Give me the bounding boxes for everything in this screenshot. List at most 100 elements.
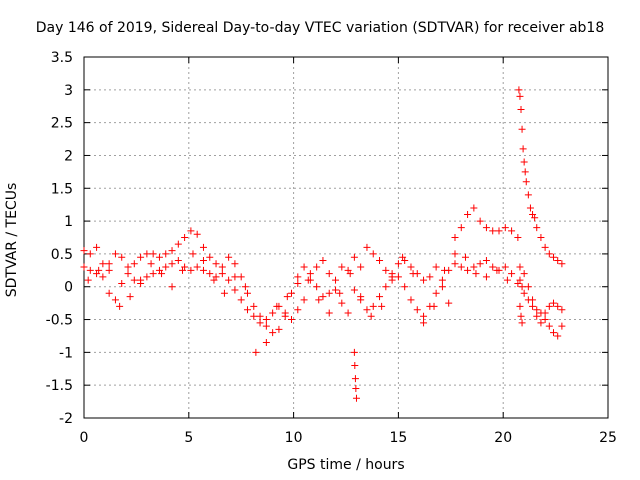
data-point bbox=[281, 312, 289, 320]
data-point bbox=[558, 260, 566, 268]
data-point bbox=[137, 276, 145, 284]
data-point bbox=[516, 302, 524, 310]
data-point bbox=[275, 325, 283, 333]
data-point bbox=[116, 302, 124, 310]
data-point bbox=[262, 322, 270, 330]
data-point bbox=[472, 270, 480, 278]
data-point bbox=[367, 312, 375, 320]
data-point bbox=[489, 263, 497, 271]
data-point bbox=[432, 263, 440, 271]
data-point bbox=[199, 256, 207, 264]
data-point bbox=[288, 316, 296, 324]
data-point bbox=[95, 266, 103, 274]
data-point bbox=[336, 289, 344, 297]
data-point bbox=[537, 319, 545, 327]
data-point bbox=[325, 270, 333, 278]
data-point bbox=[503, 276, 511, 284]
data-point bbox=[399, 253, 407, 261]
data-point bbox=[158, 270, 166, 278]
data-point bbox=[554, 332, 562, 340]
data-point bbox=[313, 263, 321, 271]
data-point bbox=[294, 279, 302, 287]
data-point bbox=[420, 276, 428, 284]
data-point bbox=[545, 250, 553, 258]
data-point bbox=[262, 339, 270, 347]
data-point bbox=[80, 263, 88, 271]
data-point bbox=[519, 145, 527, 153]
data-point bbox=[350, 348, 358, 356]
data-point bbox=[376, 256, 384, 264]
data-point bbox=[243, 289, 251, 297]
data-point bbox=[420, 319, 428, 327]
data-point bbox=[130, 260, 138, 268]
data-point bbox=[451, 234, 459, 241]
data-point bbox=[550, 253, 558, 261]
data-point bbox=[199, 243, 207, 251]
data-point bbox=[363, 243, 371, 251]
data-point bbox=[118, 279, 126, 287]
x-tick-label: 10 bbox=[285, 430, 303, 446]
data-point bbox=[193, 230, 201, 238]
data-point bbox=[369, 302, 377, 310]
data-point bbox=[526, 204, 534, 212]
data-point bbox=[413, 306, 421, 314]
data-point bbox=[143, 250, 151, 258]
series-late-tracks bbox=[350, 86, 566, 402]
axis-ticks: 0 5 10 15 20 25 -2 -1.5 -1 -0.5 0 0.5 1 1.5 2 2.5 3 3.5 bbox=[46, 50, 617, 446]
data-point bbox=[105, 266, 113, 274]
data-point bbox=[554, 256, 562, 264]
data-point bbox=[332, 276, 340, 284]
data-point bbox=[237, 273, 245, 281]
data-point bbox=[86, 266, 94, 274]
data-point bbox=[464, 211, 472, 219]
data-point bbox=[126, 293, 134, 301]
plot-frame bbox=[83, 56, 609, 419]
data-point bbox=[495, 227, 503, 235]
data-point bbox=[105, 289, 113, 297]
data-point bbox=[283, 293, 291, 301]
data-point bbox=[470, 204, 478, 212]
data-point bbox=[350, 253, 358, 261]
data-point bbox=[130, 276, 138, 284]
data-point bbox=[517, 312, 525, 320]
data-point bbox=[516, 276, 524, 284]
data-point bbox=[482, 273, 490, 281]
y-tick-label: 2 bbox=[64, 148, 73, 164]
data-point bbox=[319, 293, 327, 301]
data-point bbox=[162, 263, 170, 271]
data-point bbox=[382, 283, 390, 291]
data-point bbox=[517, 106, 525, 114]
data-point bbox=[533, 312, 541, 320]
series-track-b bbox=[80, 204, 522, 324]
y-tick-label: -0.5 bbox=[46, 313, 73, 329]
data-point bbox=[529, 296, 537, 304]
data-point bbox=[376, 293, 384, 301]
data-point bbox=[111, 296, 119, 304]
data-point bbox=[288, 289, 296, 297]
data-point bbox=[518, 283, 526, 291]
x-tick-label: 25 bbox=[599, 430, 617, 446]
data-point bbox=[93, 243, 101, 251]
data-point bbox=[332, 286, 340, 294]
data-point bbox=[306, 270, 314, 278]
data-point bbox=[315, 296, 323, 304]
data-point bbox=[420, 312, 428, 320]
data-point bbox=[250, 312, 258, 320]
data-point bbox=[520, 270, 528, 278]
y-tick-label: -2 bbox=[59, 411, 73, 427]
data-point bbox=[273, 302, 281, 310]
data-point bbox=[369, 250, 377, 258]
data-point bbox=[476, 260, 484, 268]
data-point bbox=[179, 266, 187, 274]
data-point bbox=[518, 125, 526, 133]
data-point bbox=[256, 312, 264, 320]
data-point bbox=[168, 260, 176, 268]
data-point bbox=[426, 273, 434, 281]
data-point bbox=[524, 283, 532, 291]
data-point bbox=[457, 224, 465, 232]
data-point bbox=[520, 289, 528, 297]
data-point bbox=[256, 319, 264, 327]
y-tick-label: 1.5 bbox=[51, 181, 73, 197]
data-point bbox=[189, 250, 197, 258]
data-point bbox=[537, 234, 545, 241]
